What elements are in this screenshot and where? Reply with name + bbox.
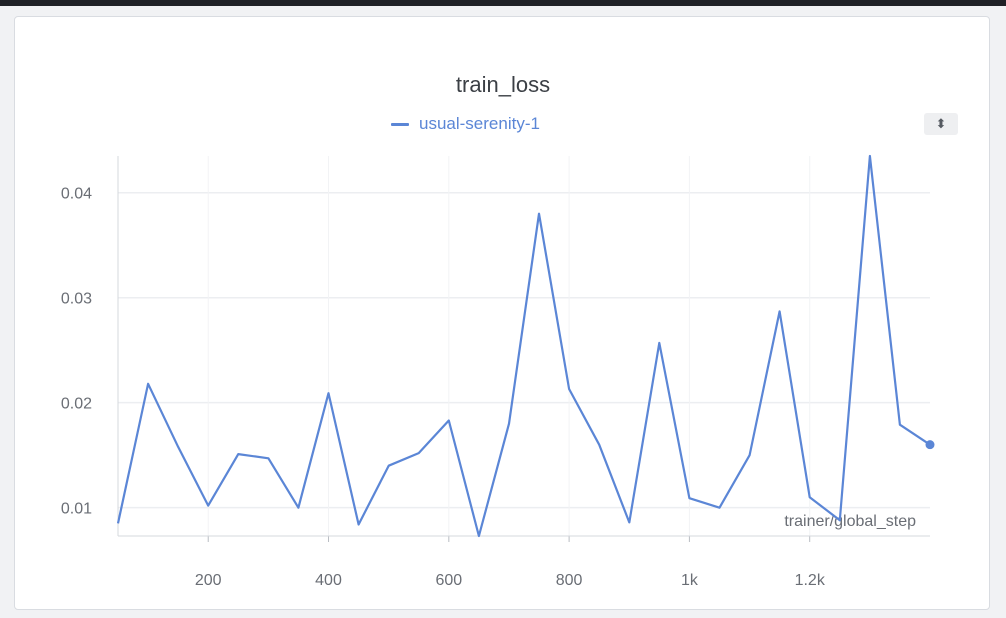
x-tick-label: 1k xyxy=(681,572,699,589)
last-point-marker xyxy=(925,440,935,450)
legend-swatch xyxy=(391,122,409,126)
series-line xyxy=(116,154,931,538)
legend-entry[interactable]: usual-serenity-1 xyxy=(391,114,540,134)
x-tick-label: 1.2k xyxy=(795,572,826,589)
y-tick-label: 0.02 xyxy=(61,396,92,413)
x-tick-label: 400 xyxy=(315,572,342,589)
legend-label: usual-serenity-1 xyxy=(419,114,540,133)
x-tick-label: 200 xyxy=(195,572,222,589)
x-tick-label: 600 xyxy=(435,572,462,589)
sort-button[interactable]: ⬍ xyxy=(924,113,958,135)
top-bar xyxy=(0,0,1006,6)
x-tick-label: 800 xyxy=(556,572,583,589)
chart-title: train_loss xyxy=(455,72,551,97)
sort-arrows-icon: ⬍ xyxy=(935,116,947,131)
y-tick-label: 0.01 xyxy=(61,501,92,518)
y-tick-label: 0.04 xyxy=(61,186,92,203)
y-tick-label: 0.03 xyxy=(61,291,92,308)
x-axis-label: trainer/global_step xyxy=(784,513,916,530)
